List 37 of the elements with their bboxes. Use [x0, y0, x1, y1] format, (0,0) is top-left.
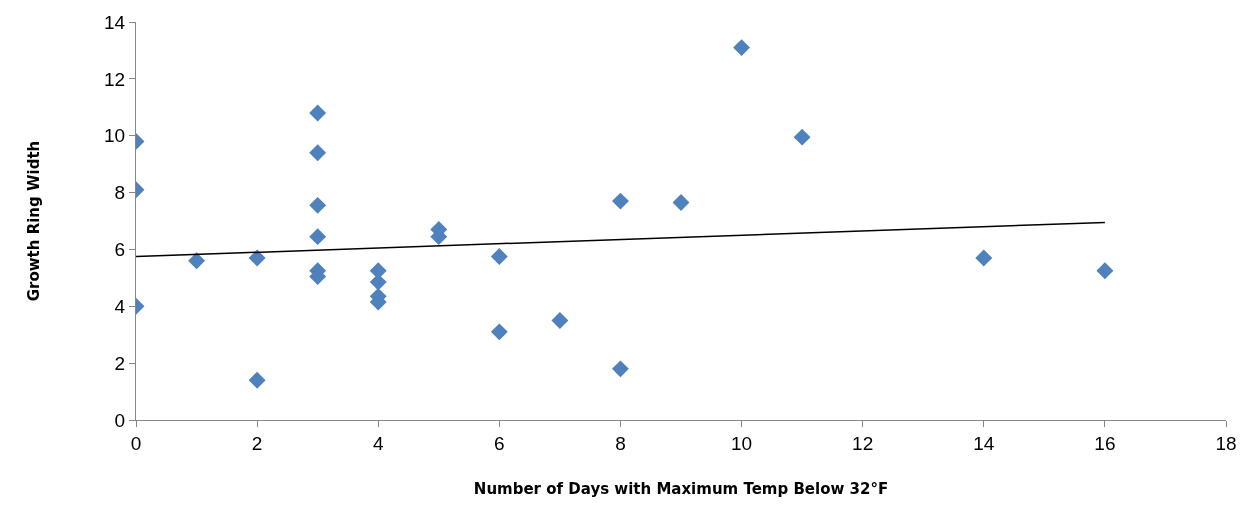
- y-tick-label: 10: [104, 125, 126, 147]
- point: [611, 360, 629, 378]
- point: [611, 192, 629, 210]
- point: [490, 248, 508, 265]
- point: [672, 194, 690, 211]
- y-tick-label: 14: [104, 11, 126, 33]
- x-tick-label: 2: [251, 432, 263, 454]
- point: [490, 323, 508, 341]
- point: [248, 249, 266, 267]
- point: [309, 104, 327, 122]
- y-tick-label: 0: [114, 409, 126, 431]
- x-tick-label: 16: [1094, 432, 1116, 454]
- point: [975, 249, 993, 267]
- y-axis-title: Growth Ring Width: [25, 140, 44, 302]
- x-axis-title: Number of Days with Maximum Temp Below 32°F: [473, 479, 889, 498]
- x-tick-label: 18: [1215, 432, 1237, 454]
- point: [309, 228, 327, 246]
- y-tick-label: 2: [114, 352, 126, 374]
- y-tick-label: 8: [114, 182, 126, 204]
- point: [793, 128, 811, 146]
- point: [733, 39, 751, 57]
- point: [551, 312, 569, 329]
- y-tick-label: 4: [114, 295, 126, 317]
- y-tick-label: 6: [114, 239, 126, 261]
- x-tick-label: 6: [494, 432, 505, 454]
- point: [248, 371, 266, 389]
- point: [309, 196, 327, 214]
- point: [188, 252, 206, 270]
- point: [309, 144, 327, 162]
- y-tick-label: 12: [104, 68, 126, 90]
- x-tick-label: 0: [130, 432, 142, 454]
- x-tick-label: 10: [730, 432, 753, 454]
- point: [1096, 262, 1114, 280]
- x-tick-label: 8: [615, 432, 626, 454]
- x-tick-label: 14: [973, 432, 995, 454]
- x-tick-label: 12: [852, 432, 874, 454]
- x-tick-label: 4: [372, 432, 384, 454]
